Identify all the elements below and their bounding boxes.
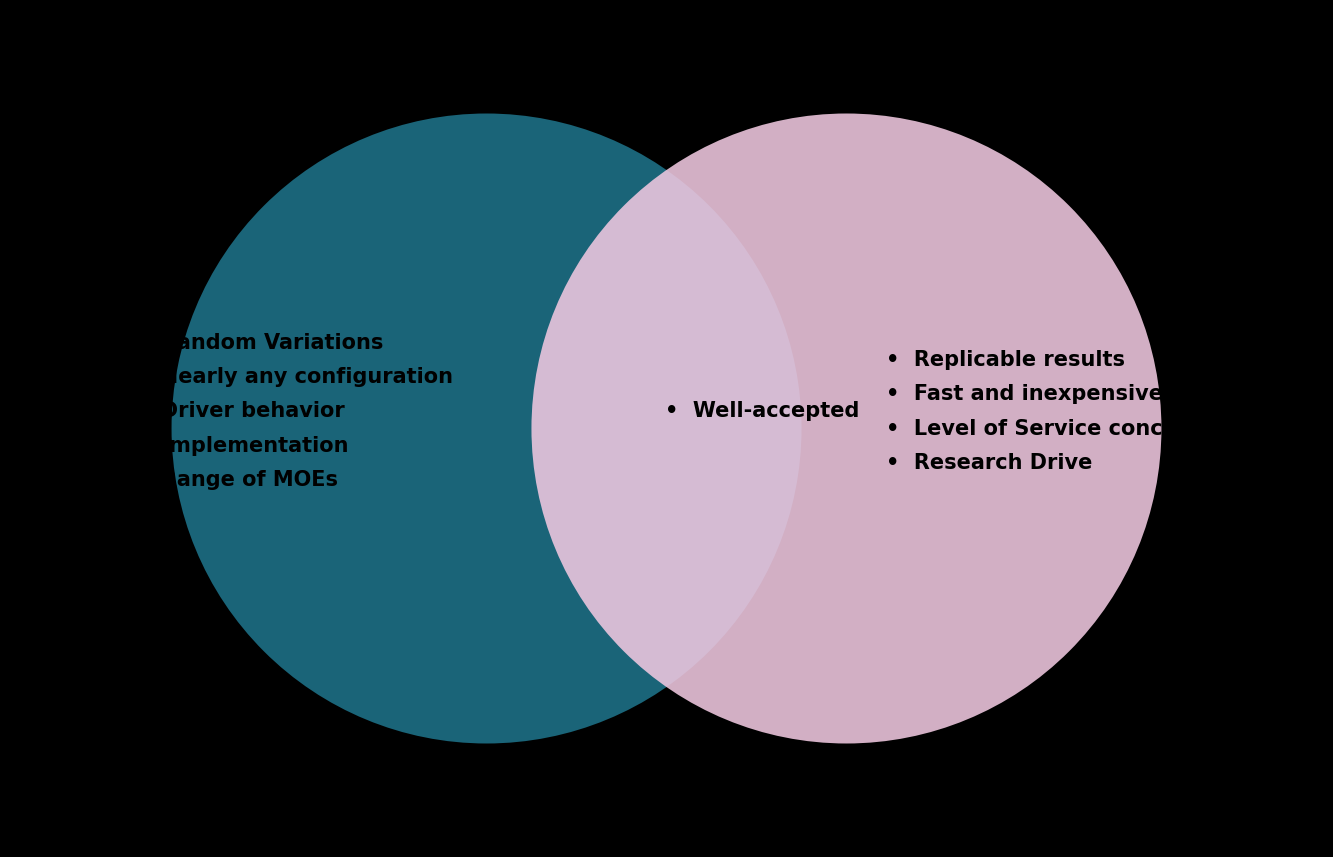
Text: •  Well-accepted: • Well-accepted: [665, 401, 860, 422]
Text: •  Random Variations
•  Nearly any configuration
•  Driver behavior
    implemen: • Random Variations • Nearly any configu…: [133, 333, 453, 490]
Ellipse shape: [172, 113, 801, 744]
Text: •  Replicable results
•  Fast and inexpensive
•  Level of Service concept
•  Res: • Replicable results • Fast and inexpens…: [886, 350, 1202, 473]
Text: HCM: HCM: [933, 736, 1053, 781]
Ellipse shape: [532, 113, 1161, 744]
Text: Simulation: Simulation: [197, 736, 483, 781]
